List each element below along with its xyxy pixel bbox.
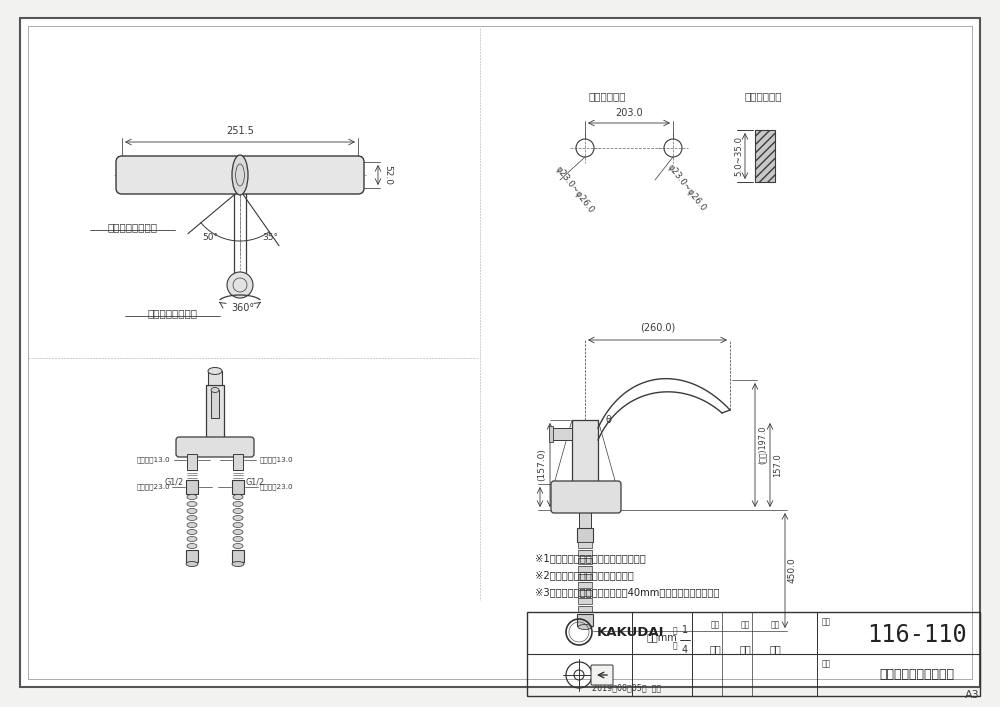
Text: A3: A3 <box>965 690 979 700</box>
Text: 中巫: 中巫 <box>769 644 781 654</box>
FancyBboxPatch shape <box>591 665 613 685</box>
Bar <box>578 582 592 588</box>
Text: 度: 度 <box>673 641 677 650</box>
Text: 450.0: 450.0 <box>788 558 797 583</box>
Bar <box>206 385 224 440</box>
Bar <box>572 420 598 485</box>
Text: (157.0): (157.0) <box>537 448 546 481</box>
Text: 251.5: 251.5 <box>226 126 254 136</box>
Text: (260.0): (260.0) <box>640 323 675 333</box>
Ellipse shape <box>232 155 248 195</box>
Bar <box>211 390 219 418</box>
Ellipse shape <box>186 561 198 566</box>
Bar <box>187 454 197 470</box>
Ellipse shape <box>233 515 243 520</box>
Ellipse shape <box>578 624 592 629</box>
Text: 六角対辺13.0: 六角対辺13.0 <box>136 457 170 463</box>
Text: 遠藤: 遠藤 <box>709 644 721 654</box>
Text: 203.0: 203.0 <box>615 108 643 118</box>
Text: 360°: 360° <box>231 303 255 313</box>
Text: 35°: 35° <box>262 233 278 243</box>
Bar <box>550 428 572 440</box>
Text: 製図: 製図 <box>710 620 720 629</box>
Text: G1/2: G1/2 <box>165 477 184 486</box>
Text: シングルレバー混合浓: シングルレバー混合浓 <box>880 669 954 682</box>
Text: 1: 1 <box>682 626 688 636</box>
Bar <box>578 550 592 556</box>
Bar <box>579 510 591 528</box>
Text: 116-110: 116-110 <box>867 623 967 647</box>
Bar <box>578 606 592 612</box>
Text: ※2　止水栓を必ず設置すること。: ※2 止水栓を必ず設置すること。 <box>535 570 634 580</box>
Text: (参考)197.0: (参考)197.0 <box>758 426 767 464</box>
Bar <box>527 612 980 696</box>
Bar <box>578 542 592 548</box>
Text: φ23.0~φ26.0: φ23.0~φ26.0 <box>553 165 595 215</box>
Ellipse shape <box>187 530 197 534</box>
Ellipse shape <box>233 522 243 527</box>
Bar <box>578 574 592 580</box>
Text: 50°: 50° <box>202 233 218 243</box>
Ellipse shape <box>187 522 197 527</box>
Bar <box>577 528 593 542</box>
Ellipse shape <box>211 387 219 392</box>
Ellipse shape <box>187 544 197 549</box>
Bar <box>577 614 593 626</box>
Text: 検図: 検図 <box>740 620 750 629</box>
Text: 品名: 品名 <box>822 659 831 668</box>
Text: 2019年08月05日  作成: 2019年08月05日 作成 <box>592 684 662 692</box>
Text: ※1　（　）内寸法は参考寸法である。: ※1 （ ）内寸法は参考寸法である。 <box>535 553 646 563</box>
Text: 天板締付範囲: 天板締付範囲 <box>744 91 782 101</box>
Text: 六角対辺13.0: 六角対辺13.0 <box>260 457 294 463</box>
Bar <box>208 371 222 385</box>
Text: 天板取付穴径: 天板取付穴径 <box>588 91 626 101</box>
Bar <box>233 454 243 470</box>
Ellipse shape <box>187 515 197 520</box>
Bar <box>755 130 775 182</box>
Text: スパウト回転角度: スパウト回転角度 <box>147 308 197 318</box>
Ellipse shape <box>233 537 243 542</box>
Text: 黒川: 黒川 <box>739 644 751 654</box>
Ellipse shape <box>233 494 243 500</box>
Text: G1/2: G1/2 <box>246 477 265 486</box>
Text: KAKUDAI: KAKUDAI <box>597 626 664 638</box>
Text: 5.0~35.0: 5.0~35.0 <box>734 136 743 176</box>
Bar <box>549 426 553 442</box>
Ellipse shape <box>233 501 243 506</box>
Text: ハンドル回転角度: ハンドル回転角度 <box>107 222 157 232</box>
FancyBboxPatch shape <box>551 481 621 513</box>
Text: 承認: 承認 <box>770 620 780 629</box>
Text: 4: 4 <box>682 645 688 655</box>
Ellipse shape <box>187 537 197 542</box>
Ellipse shape <box>187 508 197 513</box>
Ellipse shape <box>233 544 243 549</box>
Text: ※3　ブレードパイプは曲げ半径40mm以上を確保すること。: ※3 ブレードパイプは曲げ半径40mm以上を確保すること。 <box>535 587 719 597</box>
Text: 157.0: 157.0 <box>773 453 782 477</box>
Bar <box>578 566 592 572</box>
Ellipse shape <box>233 530 243 534</box>
Text: 尺: 尺 <box>673 626 677 635</box>
Ellipse shape <box>187 494 197 500</box>
Ellipse shape <box>232 561 244 566</box>
Bar <box>186 550 198 562</box>
FancyBboxPatch shape <box>116 156 364 194</box>
FancyBboxPatch shape <box>176 437 254 457</box>
Text: θ: θ <box>605 415 611 425</box>
Bar <box>232 480 244 494</box>
Bar <box>578 590 592 596</box>
Text: 六角対辺23.0: 六角対辺23.0 <box>136 484 170 491</box>
Bar <box>232 550 244 562</box>
Ellipse shape <box>187 501 197 506</box>
Bar <box>578 558 592 564</box>
Ellipse shape <box>233 508 243 513</box>
Ellipse shape <box>208 368 222 375</box>
Text: φ23.0~φ26.0: φ23.0~φ26.0 <box>665 163 707 214</box>
Text: 52.0: 52.0 <box>383 165 392 185</box>
Text: 六角対辺23.0: 六角対辺23.0 <box>260 484 294 491</box>
Bar <box>186 480 198 494</box>
Circle shape <box>227 272 253 298</box>
Bar <box>578 598 592 604</box>
Text: 単位mm: 単位mm <box>647 632 677 642</box>
Text: 品番: 品番 <box>822 617 831 626</box>
